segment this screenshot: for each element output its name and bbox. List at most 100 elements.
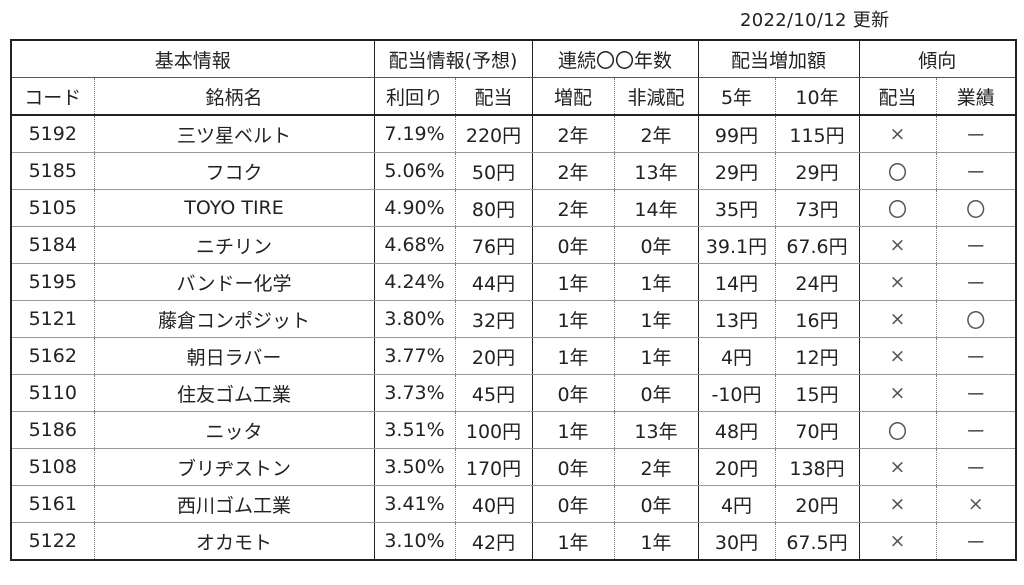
code-cell: 5185 (10, 152, 95, 190)
increase-10y-cell: 70円 (774, 411, 860, 449)
column-header-name: 銘柄名 (93, 77, 375, 116)
group-header-basic: 基本情報 (10, 39, 375, 78)
non-decrease-years-cell: 1年 (613, 263, 699, 301)
name-cell: 西川ゴム工業 (93, 485, 375, 523)
column-header-trend-dividend: 配当 (858, 77, 937, 116)
increase-10y-cell: 20円 (774, 485, 860, 523)
yield-cell: 4.68% (373, 226, 456, 264)
non-decrease-years-cell: 1年 (613, 300, 699, 338)
trend-performance-cell: ー (935, 263, 1017, 301)
dividend-cell: 220円 (454, 114, 533, 153)
trend-dividend-cell: 〇 (858, 152, 937, 190)
non-decrease-years-cell: 13年 (613, 152, 699, 190)
increase-10y-cell: 115円 (774, 114, 860, 153)
non-decrease-years-cell: 0年 (613, 485, 699, 523)
dividend-cell: 32円 (454, 300, 533, 338)
dividend-table: 基本情報 配当情報(予想) 連続〇〇年数 配当増加額 傾向 コード 銘柄名 利回… (10, 39, 1017, 561)
increase-years-cell: 1年 (531, 300, 615, 338)
increase-10y-cell: 73円 (774, 189, 860, 227)
code-cell: 5121 (10, 300, 95, 338)
code-cell: 5162 (10, 337, 95, 375)
group-header-dividend-increase: 配当増加額 (697, 39, 860, 78)
code-cell: 5161 (10, 485, 95, 523)
name-cell: 三ツ星ベルト (93, 114, 375, 153)
code-cell: 5184 (10, 226, 95, 264)
table-row: 5105 TOYO TIRE 4.90% 80円 2年 14年 35円 73円〇〇 (10, 189, 1017, 227)
increase-10y-cell: 24円 (774, 263, 860, 301)
trend-performance-cell: ー (935, 448, 1017, 486)
increase-5y-cell: -10円 (697, 374, 776, 412)
increase-10y-cell: 16円 (774, 300, 860, 338)
non-decrease-years-cell: 2年 (613, 114, 699, 153)
trend-dividend-cell: × (858, 485, 937, 523)
non-decrease-years-cell: 1年 (613, 337, 699, 375)
trend-dividend-cell: × (858, 114, 937, 153)
trend-dividend-cell: × (858, 263, 937, 301)
group-header-dividend-forecast: 配当情報(予想) (373, 39, 533, 78)
column-header-non-decrease-years: 非減配 (613, 77, 699, 116)
name-cell: オカモト (93, 522, 375, 561)
column-header-increase-years: 増配 (531, 77, 615, 116)
code-cell: 5108 (10, 448, 95, 486)
increase-5y-cell: 29円 (697, 152, 776, 190)
yield-cell: 4.24% (373, 263, 456, 301)
dividend-cell: 170円 (454, 448, 533, 486)
non-decrease-years-cell: 14年 (613, 189, 699, 227)
increase-years-cell: 0年 (531, 374, 615, 412)
table-row: 5110 住友ゴム工業 3.73% 45円 0年 0年 -10円 15円 × ー (10, 374, 1017, 412)
trend-dividend-cell: 〇 (858, 189, 937, 227)
trend-performance-cell: ー (935, 337, 1017, 375)
column-header-row: コード 銘柄名 利回り 配当 増配 非減配 5年 10年 配当 業績 (10, 77, 1017, 116)
trend-performance-cell: ー (935, 226, 1017, 264)
increase-5y-cell: 39.1円 (697, 226, 776, 264)
increase-years-cell: 2年 (531, 152, 615, 190)
table-row: 5186 ニッタ 3.51% 100円 1年 13年 48円 70円〇ー (10, 411, 1017, 449)
column-header-yield: 利回り (373, 77, 456, 116)
name-cell: ニッタ (93, 411, 375, 449)
trend-performance-cell: ー (935, 411, 1017, 449)
column-header-increase-5y: 5年 (697, 77, 776, 116)
dividend-cell: 44円 (454, 263, 533, 301)
non-decrease-years-cell: 13年 (613, 411, 699, 449)
table-row: 5121 藤倉コンポジット 3.80% 32円 1年 1年 13円 16円 × 〇 (10, 300, 1017, 338)
increase-years-cell: 1年 (531, 522, 615, 561)
increase-years-cell: 0年 (531, 485, 615, 523)
table-row: 5184 ニチリン 4.68% 76円 0年 0年 39.1円 67.6円 × ー (10, 226, 1017, 264)
group-header-trend: 傾向 (858, 39, 1017, 78)
increase-5y-cell: 14円 (697, 263, 776, 301)
increase-5y-cell: 48円 (697, 411, 776, 449)
dividend-cell: 80円 (454, 189, 533, 227)
column-header-dividend: 配当 (454, 77, 533, 116)
trend-performance-cell: 〇 (935, 189, 1017, 227)
increase-10y-cell: 67.5円 (774, 522, 860, 561)
increase-5y-cell: 35円 (697, 189, 776, 227)
table-row: 5162 朝日ラバー 3.77% 20円 1年 1年 4円 12円 × ー (10, 337, 1017, 375)
increase-years-cell: 0年 (531, 226, 615, 264)
name-cell: 朝日ラバー (93, 337, 375, 375)
trend-performance-cell: × (935, 485, 1017, 523)
increase-10y-cell: 29円 (774, 152, 860, 190)
table-row: 5161 西川ゴム工業 3.41% 40円 0年 0年 4円 20円 × × (10, 485, 1017, 523)
table-body: 5192 三ツ星ベルト 7.19% 220円 2年 2年 99円 115円 × ー 5185 フコク 5… (10, 114, 1017, 561)
increase-10y-cell: 138円 (774, 448, 860, 486)
code-cell: 5110 (10, 374, 95, 412)
yield-cell: 3.80% (373, 300, 456, 338)
yield-cell: 3.10% (373, 522, 456, 561)
increase-years-cell: 0年 (531, 448, 615, 486)
table-row: 5192 三ツ星ベルト 7.19% 220円 2年 2年 99円 115円 × ー (10, 114, 1017, 153)
table-row: 5108 ブリヂストン 3.50% 170円 0年 2年 20円 138円 × ー (10, 448, 1017, 486)
trend-performance-cell: ー (935, 374, 1017, 412)
dividend-cell: 100円 (454, 411, 533, 449)
name-cell: ニチリン (93, 226, 375, 264)
name-cell: 藤倉コンポジット (93, 300, 375, 338)
yield-cell: 3.73% (373, 374, 456, 412)
dividend-cell: 20円 (454, 337, 533, 375)
group-header-row: 基本情報 配当情報(予想) 連続〇〇年数 配当増加額 傾向 (10, 39, 1017, 78)
dividend-cell: 50円 (454, 152, 533, 190)
update-date: 2022/10/12 更新 (740, 10, 890, 31)
table-row: 5122 オカモト 3.10% 42円 1年 1年 30円 67.5円 × ー (10, 522, 1017, 561)
yield-cell: 7.19% (373, 114, 456, 153)
trend-performance-cell: ー (935, 152, 1017, 190)
increase-10y-cell: 15円 (774, 374, 860, 412)
increase-years-cell: 2年 (531, 114, 615, 153)
